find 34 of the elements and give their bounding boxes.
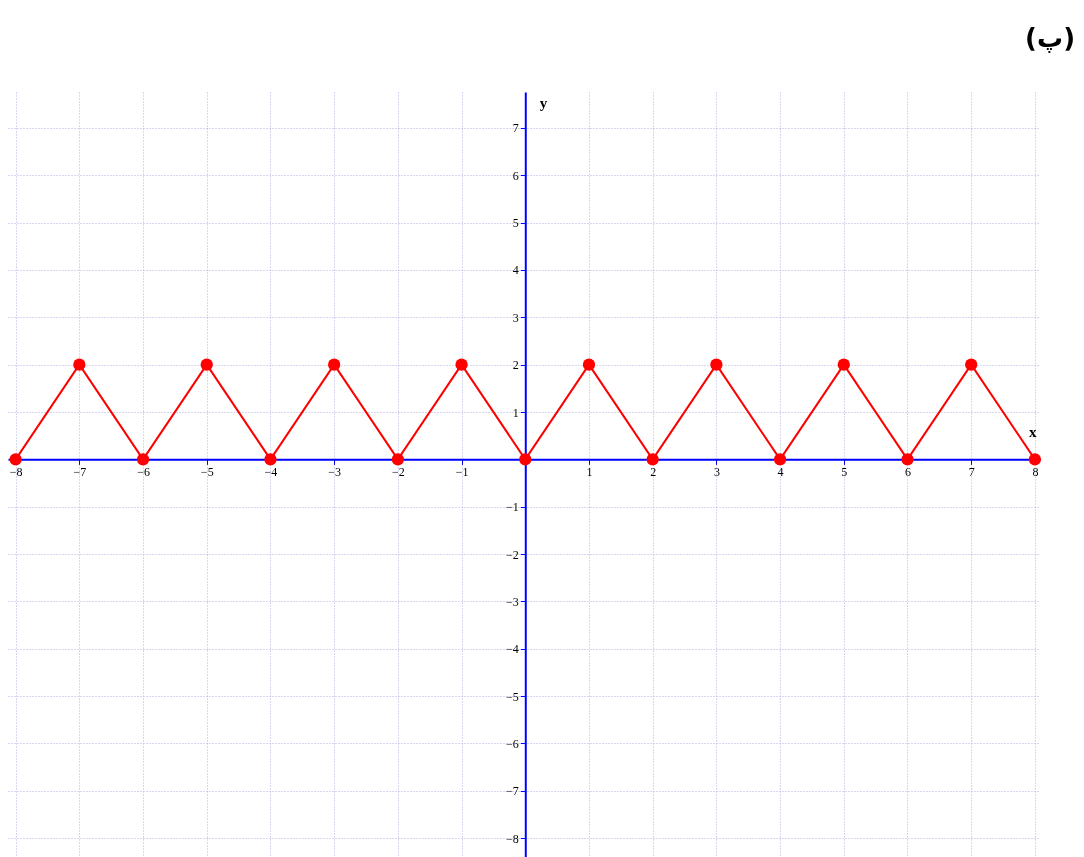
y-tick-label: −8 [505, 831, 519, 846]
y-tick-label: 1 [512, 405, 519, 420]
x-tick-label: 2 [650, 464, 657, 479]
x-tick-label: 6 [905, 464, 911, 479]
x-tick-label: −4 [264, 464, 278, 479]
x-tick-label: 5 [841, 464, 848, 479]
x-tick-label: −5 [200, 464, 214, 479]
y-tick-label: −4 [505, 642, 519, 657]
x-tick-label: 8 [1032, 464, 1039, 479]
y-tick-label: 4 [512, 263, 519, 278]
x-tick-label: 3 [713, 464, 720, 479]
y-tick-label: 2 [512, 358, 519, 373]
x-tick-label: −7 [73, 464, 87, 479]
x-tick-label: −8 [9, 464, 23, 479]
y-tick-label: 7 [512, 121, 519, 136]
y-axis-title: y [539, 94, 548, 111]
x-tick-label: −1 [455, 464, 469, 479]
y-tick-label: 5 [512, 216, 519, 231]
x-tick-label: −6 [137, 464, 150, 479]
x-tick-label: 7 [968, 464, 975, 479]
x-tick-label: 4 [777, 464, 784, 479]
y-tick-label: −2 [505, 547, 519, 562]
y-tick-label: 6 [512, 168, 519, 183]
y-tick-label: −6 [505, 736, 519, 751]
x-tick-label: 1 [586, 464, 593, 479]
chart-title: (پ) [1025, 23, 1076, 53]
x-tick-label: −3 [328, 464, 342, 479]
y-tick-label: −1 [505, 500, 519, 515]
y-tick-label: −5 [505, 689, 519, 704]
y-tick-label: −7 [505, 784, 519, 799]
y-tick-label: −3 [505, 594, 519, 609]
x-tick-label: −2 [391, 464, 405, 479]
y-tick-label: 3 [512, 310, 519, 325]
x-axis-title: x [1029, 423, 1037, 440]
